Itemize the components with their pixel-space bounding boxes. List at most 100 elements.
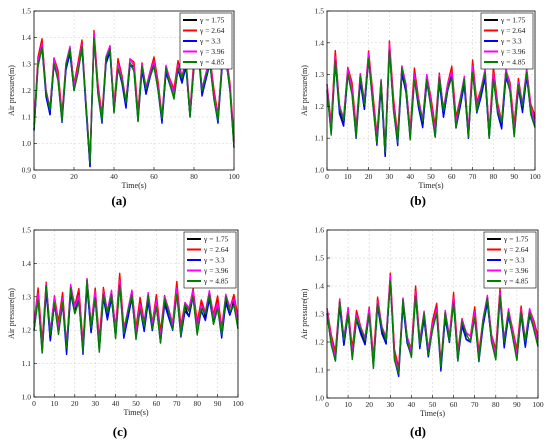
series-line-5 [33,279,239,354]
x-tick-label: 0 [32,399,36,408]
x-tick-label: 40 [406,172,414,181]
legend-label: γ = 4.85 [199,58,225,67]
legend: γ = 1.75γ = 2.64 γ = 3.3γ = 3.96 γ = 4.85 [483,231,537,289]
legend-label: γ = 2.64 [203,245,229,254]
y-tick-label: 1.1 [22,359,32,368]
x-axis-label: Time(s) [123,408,148,417]
y-tick-label: 1.4 [22,33,32,42]
x-tick-label: 70 [469,172,477,181]
x-tick-label: 80 [492,400,500,409]
x-tick-label: 60 [150,172,158,181]
legend: γ = 1.75γ = 2.64 γ = 3.3γ = 3.96 γ = 4.85 [480,12,534,70]
legend: γ = 1.75γ = 2.64 γ = 3.3γ = 3.96 γ = 4.85 [179,12,233,70]
y-tick-label: 1.1 [315,366,325,375]
legend-label: γ = 1.75 [203,235,229,244]
x-tick-label: 10 [51,399,59,408]
x-tick-label: 0 [325,172,329,181]
x-tick-label: 100 [532,400,544,409]
legend-label: γ = 2.64 [503,245,529,254]
x-tick-label: 10 [344,400,352,409]
y-tick-label: 1.5 [315,254,325,263]
x-axis-label: Time(s) [121,181,146,190]
chart-panel-3: 0 10 20 30 40 50 60 70 80 90 100 1.0 1.1 1.2 1.3 1.4 1.5… [7,226,244,440]
x-tick-label: 30 [387,400,395,409]
legend-label: γ = 1.75 [500,16,526,25]
x-tick-label: 60 [450,400,458,409]
x-tick-label: 10 [344,172,352,181]
x-tick-label: 30 [91,399,99,408]
y-tick-label: 1.2 [22,86,32,95]
series-line-5 [33,37,235,164]
chart-panel-4: 0 10 20 30 40 50 60 70 80 90 100 1.0 1.1 1.2 1.3 1.4 1.5… [300,226,544,440]
y-tick-label: 1.2 [22,326,32,335]
x-tick-label: 100 [232,399,244,408]
y-axis-label: Air pressure(m) [300,65,309,116]
x-tick-label: 40 [110,172,118,181]
x-tick-label: 60 [448,172,456,181]
y-tick-label: 1.2 [315,338,325,347]
y-tick-label: 1.5 [22,7,32,16]
x-tick-label: 40 [408,400,416,409]
x-axis-label: Time(s) [420,409,445,418]
series-line-5 [326,49,536,153]
x-tick-label: 30 [386,172,394,181]
legend-label: γ = 3.3 [500,37,522,46]
panel-label: (c) [113,424,127,439]
legend-label: γ = 1.75 [199,16,225,25]
x-tick-label: 40 [112,399,120,408]
legend-label: γ = 3.3 [503,256,525,265]
y-tick-label: 1.0 [315,394,325,403]
legend-label: γ = 3.96 [203,266,229,275]
x-tick-label: 70 [173,399,181,408]
y-tick-label: 1.2 [315,102,325,111]
y-axis-label: Air pressure(m) [7,288,16,339]
x-tick-label: 50 [429,400,437,409]
y-tick-label: 1.3 [22,292,32,301]
y-tick-label: 1.1 [22,113,32,122]
x-tick-label: 50 [132,399,140,408]
y-tick-label: 1.5 [315,7,325,16]
y-tick-label: 1.0 [22,393,32,402]
y-tick-label: 1.0 [315,166,325,175]
legend-label: γ = 3.3 [203,256,225,265]
y-tick-label: 1.4 [315,38,325,47]
x-axis-label: Time(s) [418,181,443,190]
legend-label: γ = 3.96 [500,47,526,56]
y-tick-label: 1.6 [315,226,325,235]
x-tick-label: 20 [70,172,78,181]
x-tick-label: 20 [365,400,373,409]
x-tick-label: 80 [190,172,198,181]
y-tick-label: 1.4 [315,282,325,291]
y-tick-label: 1.4 [22,259,32,268]
y-tick-label: 0.9 [22,166,32,175]
x-tick-label: 50 [427,172,435,181]
legend-label: γ = 4.85 [500,58,526,67]
legend-label: γ = 2.64 [199,26,225,35]
x-tick-label: 0 [325,400,329,409]
x-tick-label: 90 [214,399,222,408]
x-tick-label: 90 [510,172,518,181]
legend: γ = 1.75γ = 2.64 γ = 3.3γ = 3.96 γ = 4.85 [183,231,237,289]
y-axis-label: Air pressure(m) [300,288,309,339]
y-tick-label: 1.5 [22,226,32,235]
x-tick-label: 70 [471,400,479,409]
x-tick-label: 100 [228,172,240,181]
legend-label: γ = 3.96 [503,266,529,275]
series-line-5 [326,280,539,375]
chart-panel-1: 0 20 40 60 80 100 0.9 1.0 1.1 1.2 1.3 1.4 1.5 Time(s)… [7,7,240,209]
y-axis-label: Air pressure(m) [7,65,16,116]
panel-label: (d) [410,424,426,439]
chart-panel-2: 0 10 20 30 40 50 60 70 80 90 100 1.0 1.1 1.2 1.3 1.4 1.5… [300,7,541,209]
x-tick-label: 90 [513,400,521,409]
y-tick-label: 1.3 [315,70,325,79]
y-tick-label: 1.0 [22,139,32,148]
legend-label: γ = 3.3 [199,37,221,46]
x-tick-label: 80 [490,172,498,181]
x-tick-label: 80 [193,399,201,408]
panel-label: (a) [111,193,126,208]
panel-label: (b) [410,193,426,208]
legend-label: γ = 3.96 [199,47,225,56]
x-tick-label: 20 [71,399,79,408]
y-tick-label: 1.1 [315,134,325,143]
